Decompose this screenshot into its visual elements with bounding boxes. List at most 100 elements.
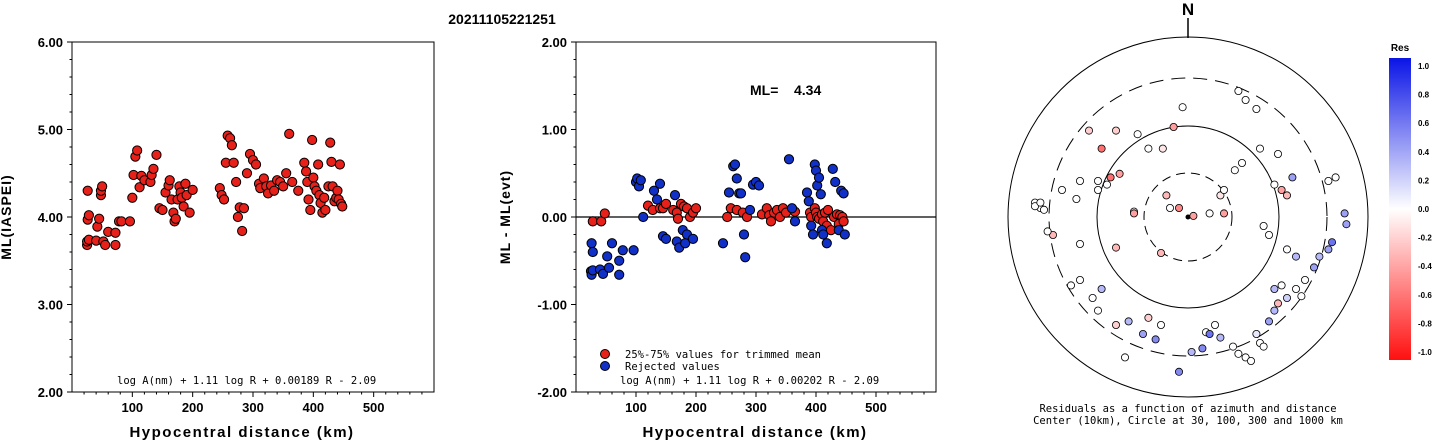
- polar-residual-point: [1265, 317, 1274, 326]
- polar-residual-point: [1076, 176, 1085, 185]
- left-data-point: [110, 239, 121, 251]
- polar-residual-point: [1112, 126, 1121, 135]
- polar-residual-point: [1115, 169, 1124, 178]
- polar-residual-point: [1230, 166, 1239, 175]
- mid-rejected-point: [821, 238, 832, 249]
- polar-residual-point: [1283, 293, 1292, 302]
- ring-30km: [1143, 172, 1233, 262]
- left-data-point: [178, 201, 189, 212]
- mid-data-point: [822, 204, 834, 216]
- legend-used-label: 25%-75% values for trimmed mean: [625, 349, 821, 361]
- mid-rejected-point: [786, 203, 798, 214]
- polar-residual-point: [1112, 320, 1121, 329]
- mid-rejected-point: [651, 194, 663, 205]
- mid-y-axis-label: ML - ML(evt): [497, 170, 513, 264]
- mid-rejected-point: [635, 175, 646, 186]
- left-data-point: [218, 194, 230, 205]
- mid-rejected-point: [738, 229, 750, 240]
- mid-rejected-point: [735, 188, 747, 199]
- mid-x-ticks: 100 200 300 400 500: [587, 392, 925, 415]
- left-data-point: [226, 140, 237, 151]
- polar-residual-point: [1234, 87, 1243, 96]
- left-data-point: [319, 192, 330, 203]
- left-data-point: [284, 128, 295, 139]
- colorbar-tick-label: 0.0: [1418, 205, 1430, 214]
- polar-residual-point: [1166, 203, 1175, 212]
- left-data-point: [334, 159, 345, 170]
- polar-residual-point: [1097, 144, 1106, 153]
- left-data-point: [337, 201, 348, 212]
- polar-residual-point: [1270, 284, 1279, 293]
- polar-residual-point: [1259, 221, 1268, 230]
- left-data-point: [250, 159, 262, 170]
- polar-residual-point: [1103, 180, 1112, 189]
- left-xtick-label: 400: [302, 400, 324, 415]
- left-data-point: [132, 145, 143, 156]
- mid-rejected-point: [803, 196, 814, 207]
- polar-residual-point: [1097, 284, 1106, 293]
- left-data-point: [231, 176, 242, 188]
- left-data-point: [97, 181, 108, 192]
- polar-residual-point: [1067, 281, 1076, 290]
- polar-residual-point: [1049, 230, 1058, 239]
- polar-residual-point: [1331, 173, 1340, 182]
- left-x-axis-label: Hypocentral distance (km): [129, 424, 354, 441]
- mid-rejected-point: [614, 269, 625, 280]
- mid-rejected-point: [660, 233, 672, 244]
- mid-rejected-point: [740, 252, 751, 263]
- polar-residual-point: [1229, 342, 1238, 351]
- event-id-title: 20211105221251: [448, 11, 556, 27]
- mid-rejected-point: [839, 229, 850, 240]
- polar-residual-point: [1288, 173, 1297, 182]
- polar-residual-point: [1315, 252, 1324, 261]
- left-data-point: [94, 213, 105, 224]
- mid-data-point: [599, 208, 610, 219]
- ring-1000km: [1007, 36, 1369, 398]
- polar-residual-point: [1094, 306, 1103, 315]
- polar-residual-point: [1328, 238, 1337, 247]
- mid-data-point: [838, 216, 849, 227]
- polar-residual-point: [1292, 284, 1301, 293]
- colorbar-tick-label: 0.4: [1418, 148, 1430, 157]
- polar-residual-point: [1216, 191, 1225, 200]
- polar-residual-panel: N Residuals as a function of azimuth and…: [1007, 0, 1369, 427]
- left-ytick-label: 2.00: [38, 385, 63, 400]
- mid-rejected-point: [783, 154, 795, 165]
- mid-ytick-label: -2.00: [537, 385, 567, 400]
- left-xtick-label: 200: [182, 400, 204, 415]
- colorbar-tick-label: 0.8: [1418, 91, 1430, 100]
- mid-rejected-point: [606, 238, 618, 249]
- left-data-point: [184, 207, 195, 218]
- polar-residual-point: [1252, 105, 1261, 114]
- left-data-point: [293, 185, 304, 196]
- mid-xtick-label: 300: [745, 400, 767, 415]
- mid-rejected-point: [654, 178, 666, 189]
- mid-xtick-label: 200: [685, 400, 707, 415]
- mid-data-point: [690, 203, 702, 214]
- mid-rejected-point: [813, 172, 825, 183]
- mid-rejected-point: [838, 188, 849, 199]
- left-data-point: [313, 159, 324, 170]
- left-data-point: [237, 225, 248, 237]
- polar-residual-point: [1297, 292, 1306, 301]
- polar-residual-point: [1301, 275, 1310, 284]
- colorbar-tick-label: 1.0: [1418, 62, 1430, 71]
- polar-residual-point: [1040, 205, 1049, 214]
- polar-residual-point: [1130, 209, 1139, 218]
- polar-residual-point: [1088, 293, 1097, 302]
- mid-xtick-label: 400: [805, 400, 827, 415]
- mid-xtick-label: 500: [865, 400, 887, 415]
- polar-residual-point: [1158, 144, 1167, 153]
- north-label: N: [1182, 0, 1194, 19]
- polar-residual-point: [1124, 317, 1133, 326]
- left-xtick-label: 500: [363, 400, 385, 415]
- left-data-point: [269, 185, 280, 196]
- left-data-point: [325, 137, 336, 148]
- mid-rejected-point: [587, 246, 598, 258]
- colorbar-tick-label: -1.0: [1418, 348, 1432, 357]
- polar-residual-point: [1076, 275, 1085, 284]
- polar-residual-point: [1178, 103, 1187, 112]
- polar-residual-point: [1205, 329, 1214, 338]
- left-data-point: [238, 203, 250, 214]
